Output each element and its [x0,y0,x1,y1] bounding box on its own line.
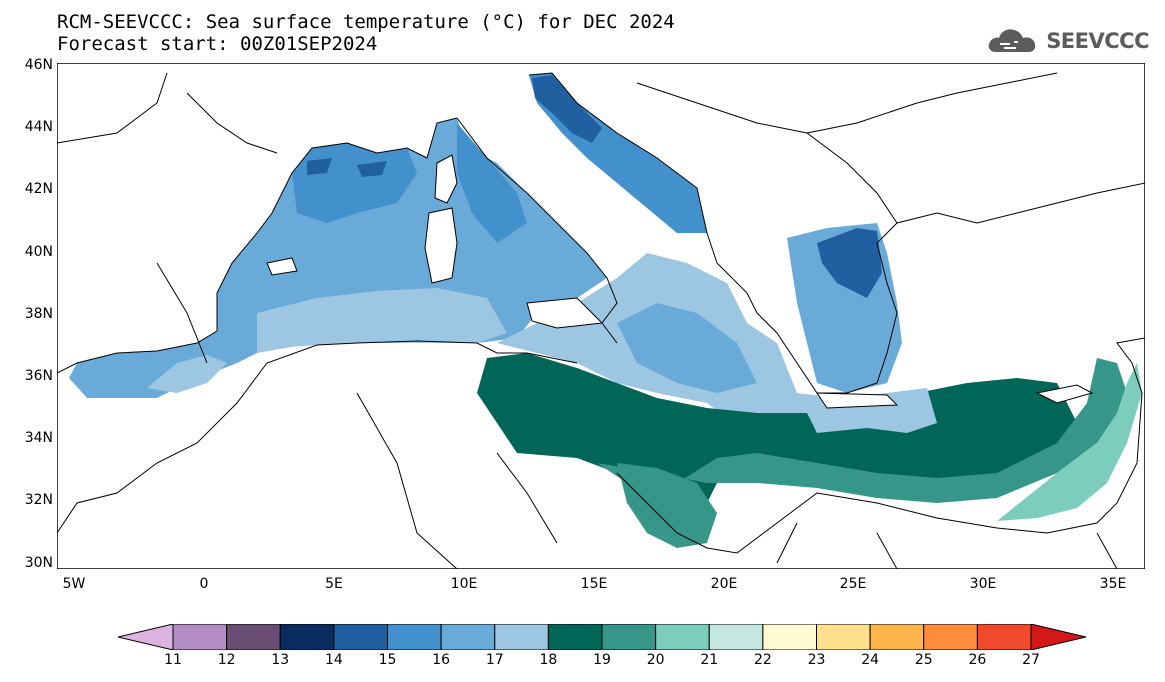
colorbar [118,624,1086,650]
western-deep-blue [307,158,387,177]
colorbar-tick-label: 26 [968,652,987,668]
sardinia [424,207,458,284]
lat-label-34n: 34N [24,430,53,446]
islands [266,154,1094,409]
colorbar-swatch [333,624,388,650]
sst-map [57,63,1145,569]
levantine-east-region [997,363,1142,521]
algerian-coast-region [257,288,507,353]
colorbar-swatch [172,624,228,650]
colorbar-swatch [762,624,817,650]
gulf-of-sidra-region [617,463,717,548]
lat-label-36n: 36N [24,368,53,384]
colorbar-swatch [601,624,657,650]
colorbar-tick-label: 11 [164,652,182,668]
balearic-region [147,355,227,393]
lon-label-5e: 5E [325,576,343,592]
forecast-start-label: Forecast start: 00Z01SEP2024 [57,33,378,55]
colorbar-tick-label: 14 [324,652,343,668]
colorbar-tick-label: 20 [646,652,665,668]
colorbar-swatch [494,624,549,650]
cloud-icon [988,29,1036,52]
map-title: RCM-SEEVCCC: Sea surface temperature (°C… [57,11,675,33]
lon-label-30e: 30E [969,576,997,592]
ionian-mid-region [617,303,757,393]
crete [816,392,899,409]
colorbar-min-arrow [118,624,174,650]
colorbar-swatch [440,624,496,650]
lon-label-0: 0 [199,576,209,592]
colorbar-swatch [655,624,710,650]
lat-label-42n: 42N [24,181,53,197]
colorbar-tick-label: 25 [914,652,933,668]
colorbar-tick-label: 16 [432,652,451,668]
colorbar-swatch [976,624,1032,650]
lat-label-46n: 46N [24,57,53,73]
tyrrhenian-cool-region [457,123,527,243]
cyprus [1035,384,1094,404]
lon-label-20e: 20E [710,576,738,592]
sicily [526,297,604,329]
levantine-south-region [597,358,1127,503]
colorbar-swatch [708,624,764,650]
colorbar-tick-label: 13 [271,652,290,668]
colorbar-swatch [279,624,335,650]
mallorca [266,257,298,276]
colorbar-tick-label: 21 [700,652,719,668]
logo-text: SEEVCCC [1046,29,1149,53]
lon-label-10e: 10E [450,576,478,592]
lon-label-5w: 5W [62,576,86,592]
coastlines [57,72,1145,569]
colorbar-tick-label: 23 [807,652,826,668]
colorbar-tick-label: 19 [593,652,611,668]
colorbar-swatch [387,624,442,650]
seevccc-logo: SEEVCCC [986,26,1149,56]
colorbar-swatch [923,624,978,650]
colorbar-tick-label: 17 [485,652,504,668]
lat-label-40n: 40N [24,244,53,260]
colorbar-tick-label: 27 [1022,652,1040,668]
lon-label-35e: 35E [1099,576,1127,592]
corsica [434,154,458,204]
lon-label-15e: 15E [580,576,608,592]
colorbar-tick-label: 12 [217,652,236,668]
colorbar-max-arrow [1030,624,1086,650]
lat-label-32n: 32N [24,492,53,508]
lat-label-44n: 44N [24,119,53,135]
northern-adriatic-region [532,75,602,143]
colorbar-tick-label: 15 [378,652,397,668]
colorbar-swatch [816,624,871,650]
colorbar-swatch [547,624,603,650]
lon-label-25e: 25E [839,576,867,592]
colorbar-swatch [869,624,925,650]
colorbar-swatch [226,624,281,650]
colorbar-tick-label: 18 [539,652,558,668]
colorbar-tick-label: 22 [753,652,772,668]
northern-aegean-region [817,228,882,298]
colorbar-tick-label: 24 [861,652,880,668]
lat-label-38n: 38N [24,306,53,322]
lat-label-30n: 30N [24,555,53,571]
